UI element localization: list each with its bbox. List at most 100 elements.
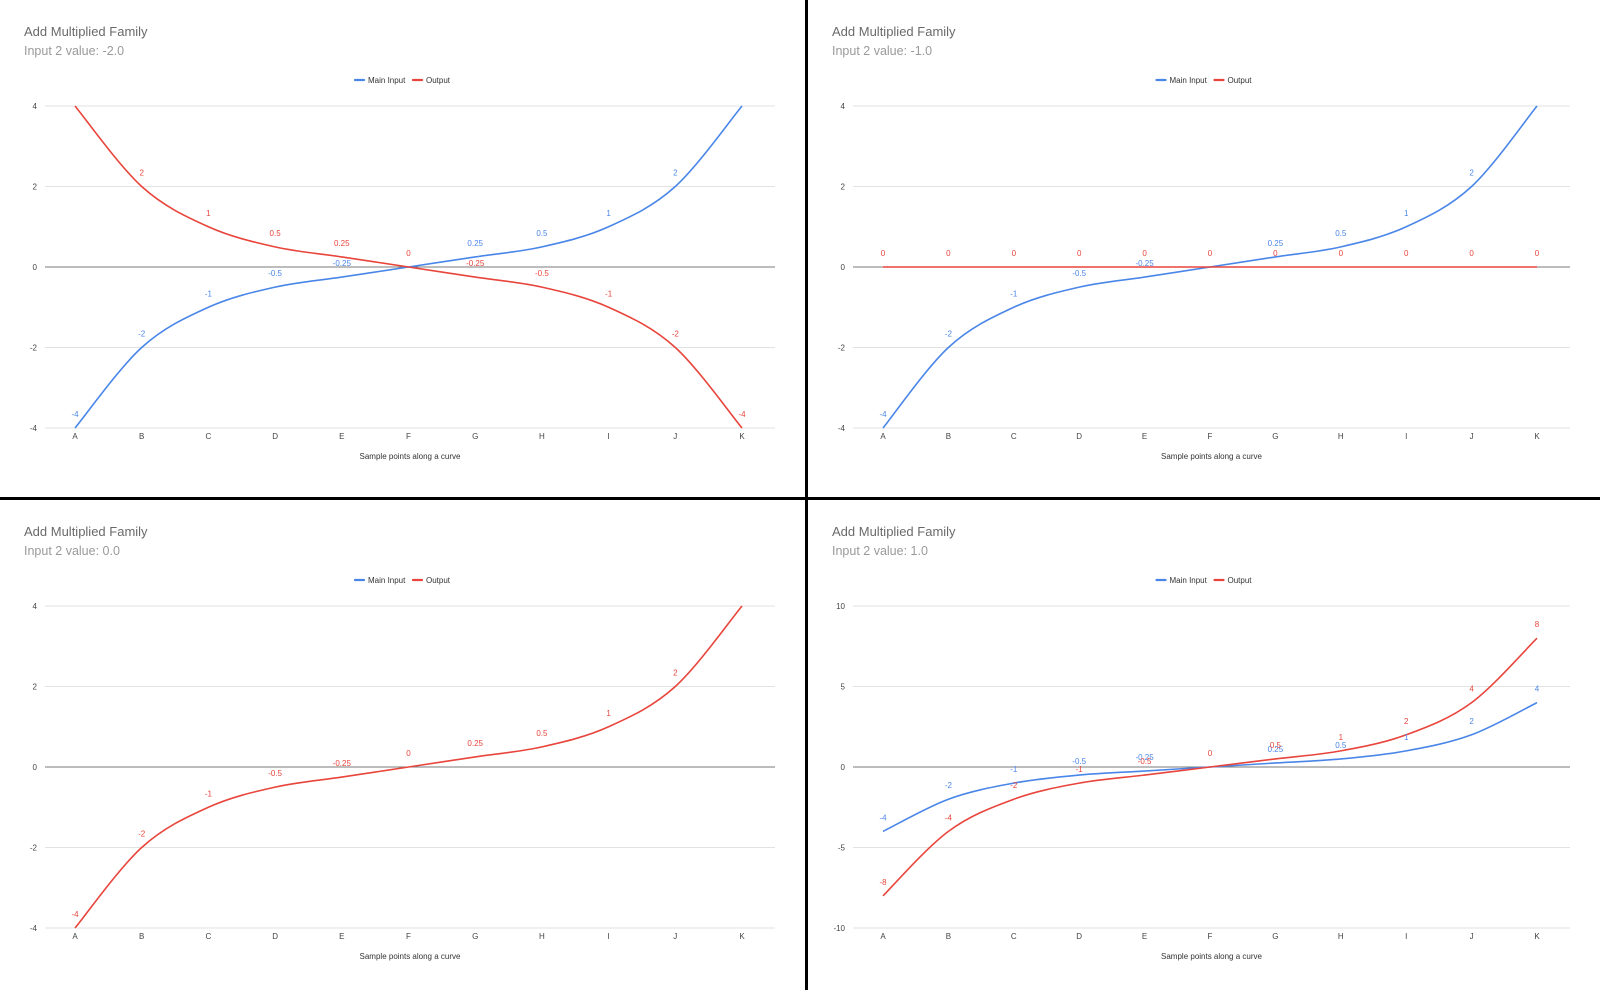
x-tick-label: A [880, 932, 886, 941]
x-tick-label: E [339, 432, 344, 441]
data-label: -0.25 [333, 759, 352, 768]
x-tick-label: B [946, 932, 951, 941]
legend-label: Main Input [368, 576, 406, 585]
data-label: 0 [1208, 749, 1213, 758]
x-tick-label: J [673, 432, 677, 441]
legend-label: Main Input [1170, 76, 1208, 85]
data-label: 4 [1535, 685, 1540, 694]
x-tick-label: E [1142, 432, 1147, 441]
x-tick-label: I [607, 432, 609, 441]
data-label: -1 [1010, 765, 1018, 774]
data-label: 0.5 [270, 229, 282, 238]
chart-subtitle: Input 2 value: -1.0 [832, 44, 933, 58]
y-tick-label: -2 [30, 344, 38, 353]
data-label: 0.5 [1270, 741, 1282, 750]
data-label: 0.5 [536, 729, 548, 738]
chart-panel: Add Multiplied Family Input 2 value: -2.… [0, 0, 805, 497]
chart-title: Add Multiplied Family [832, 524, 956, 539]
data-label: -2 [1010, 781, 1018, 790]
y-tick-label: -10 [833, 924, 845, 933]
data-label: 0.5 [1335, 741, 1347, 750]
data-label: 0 [1535, 249, 1540, 258]
data-label: 1 [606, 209, 611, 218]
x-tick-label: F [406, 432, 411, 441]
x-tick-label: K [739, 932, 745, 941]
chart-title: Add Multiplied Family [24, 524, 148, 539]
data-label: 0.25 [334, 239, 350, 248]
x-axis-label: Sample points along a curve [360, 952, 462, 961]
x-tick-label: B [139, 932, 144, 941]
data-label: 4 [1469, 685, 1474, 694]
x-tick-label: J [1470, 432, 1474, 441]
y-tick-label: -5 [838, 844, 846, 853]
data-label: -8 [879, 878, 887, 887]
data-label: -1 [205, 289, 213, 298]
x-tick-label: G [1272, 932, 1278, 941]
data-label: -0.25 [466, 259, 485, 268]
data-label: 0 [406, 749, 411, 758]
x-tick-label: E [339, 932, 344, 941]
series-line [882, 637, 1538, 897]
legend-label: Output [1228, 76, 1253, 85]
line-chart: 4 2 0 -2 -4 A B C D E F G H I J K Sample points along a … [30, 76, 775, 461]
data-label: 2 [1404, 717, 1409, 726]
data-label: 2 [139, 169, 144, 178]
data-label: -0.25 [333, 259, 352, 268]
x-tick-label: A [72, 932, 78, 941]
data-label: 1 [1339, 733, 1344, 742]
x-tick-label: G [472, 932, 478, 941]
x-tick-label: G [472, 432, 478, 441]
data-label: 1 [1404, 733, 1409, 742]
data-label: -0.5 [1138, 757, 1152, 766]
data-label: -0.5 [535, 269, 549, 278]
data-label: 0 [946, 249, 951, 258]
data-label: 8 [1535, 620, 1540, 629]
line-chart: 4 2 0 -2 -4 A B C D E F G H I J K Sample points along a … [30, 576, 775, 961]
data-label: 2 [673, 169, 678, 178]
data-label: 0 [1339, 249, 1344, 258]
data-label: 0 [881, 249, 886, 258]
y-tick-label: 5 [841, 683, 846, 692]
y-tick-label: 4 [841, 102, 846, 111]
x-tick-label: C [206, 432, 212, 441]
data-label: -0.25 [1135, 259, 1154, 268]
series-line [74, 605, 743, 929]
legend-label: Output [1228, 576, 1253, 585]
chart-subtitle: Input 2 value: -2.0 [24, 44, 125, 58]
data-label: -0.5 [268, 269, 282, 278]
x-tick-label: D [272, 932, 278, 941]
x-tick-label: K [1534, 932, 1540, 941]
x-tick-label: F [1208, 932, 1213, 941]
x-tick-label: J [673, 932, 677, 941]
chart-title: Add Multiplied Family [24, 24, 148, 39]
chart-subtitle: Input 2 value: 1.0 [832, 544, 928, 558]
y-tick-label: 2 [33, 683, 38, 692]
x-tick-label: B [946, 432, 951, 441]
chart-panel: Add Multiplied Family Input 2 value: -1.… [808, 0, 1600, 497]
data-label: 2 [1469, 717, 1474, 726]
x-tick-label: D [1076, 932, 1082, 941]
x-tick-label: H [1338, 932, 1344, 941]
y-tick-label: 0 [33, 763, 38, 772]
y-tick-label: -4 [30, 924, 38, 933]
x-tick-label: H [539, 932, 545, 941]
x-tick-label: B [139, 432, 144, 441]
data-label: 0 [406, 249, 411, 258]
data-label: -1 [1076, 765, 1084, 774]
data-label: -4 [71, 410, 79, 419]
data-label: 0 [1142, 249, 1147, 258]
data-label: 1 [206, 209, 211, 218]
data-label: -0.5 [1072, 269, 1086, 278]
x-tick-label: I [607, 932, 609, 941]
data-label: 0.25 [467, 239, 483, 248]
legend-label: Main Input [1170, 576, 1208, 585]
data-label: -4 [879, 410, 887, 419]
x-tick-label: G [1272, 432, 1278, 441]
x-axis-label: Sample points along a curve [360, 452, 462, 461]
legend-label: Output [426, 76, 451, 85]
data-label: -2 [672, 330, 680, 339]
data-label: 0 [1012, 249, 1017, 258]
series-line [74, 105, 743, 429]
x-tick-label: D [1076, 432, 1082, 441]
